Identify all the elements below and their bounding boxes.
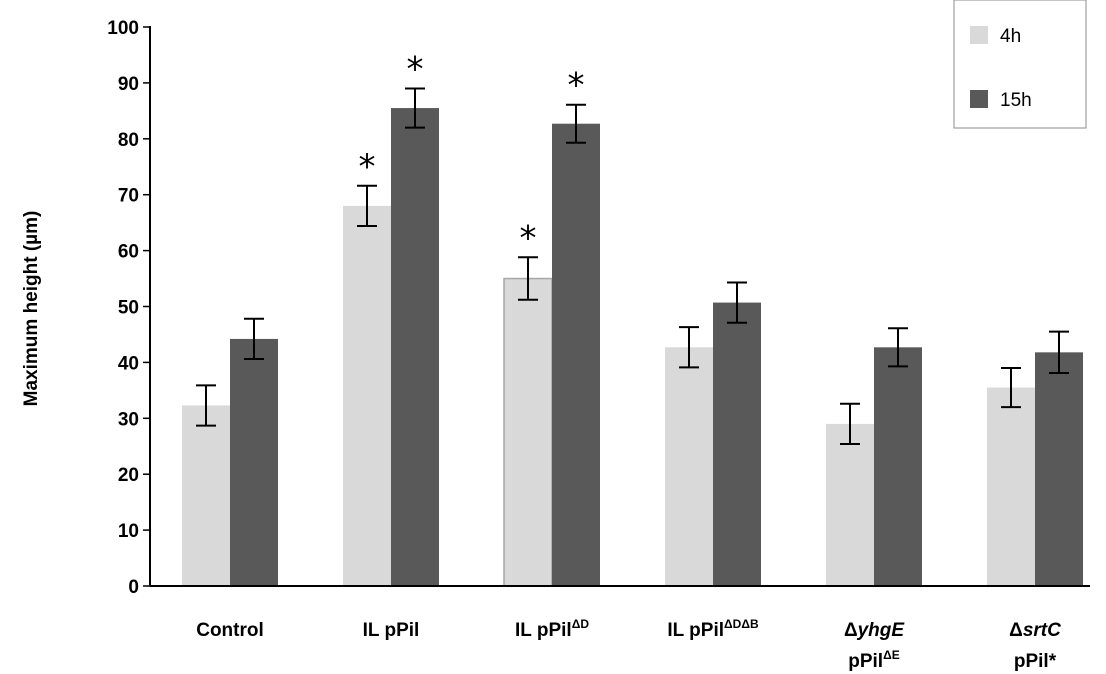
bar-4h-0	[182, 405, 230, 586]
y-tick-label: 30	[118, 409, 139, 430]
y-tick-label: 60	[118, 242, 139, 263]
y-tick-label: 100	[107, 18, 139, 39]
bars	[182, 108, 1083, 587]
y-tick-label: 80	[118, 130, 139, 151]
x-category-label-0: Control	[196, 620, 264, 641]
legend-label-4h: 4h	[1000, 26, 1021, 47]
y-tick-label: 10	[118, 521, 139, 542]
x-category-label-5: pPil*	[1014, 651, 1057, 672]
x-category-label-2: IL pPilΔD	[515, 617, 589, 641]
y-axis-ticks: 0 10 20 30 40 50 60 70 80 90 100	[107, 18, 150, 598]
bar-15h-5	[1035, 352, 1083, 586]
significance-star: *	[520, 218, 537, 258]
axes	[149, 26, 1090, 587]
bar-4h-5	[987, 387, 1035, 586]
bar-4h-4	[826, 423, 874, 586]
y-tick-label: 50	[118, 298, 139, 319]
x-category-label-3: IL pPilΔDΔB	[667, 617, 759, 641]
bar-15h-0	[230, 338, 278, 586]
bar-15h-3	[713, 302, 761, 586]
x-category-label-1: IL pPil	[363, 620, 420, 641]
legend-swatch-4h	[970, 26, 988, 44]
bar-4h-3	[665, 347, 713, 586]
y-tick-label: 70	[118, 186, 139, 207]
y-tick-label: 40	[118, 353, 139, 374]
bar-15h-4	[874, 347, 922, 586]
bar-15h-1	[391, 108, 439, 587]
x-category-label-4: ΔyhgE	[844, 620, 905, 641]
significance-markers: * * * *	[359, 49, 585, 258]
significance-star: *	[568, 66, 585, 106]
x-category-label-4: pPilΔE	[848, 648, 899, 672]
y-axis-label: Maximum height (µm)	[21, 211, 42, 407]
y-tick-label: 20	[118, 465, 139, 486]
y-tick-label: 90	[118, 74, 139, 95]
legend: 4h 15h	[953, 0, 1087, 129]
bar-4h-2	[503, 277, 553, 587]
legend-label-15h: 15h	[1000, 90, 1032, 111]
significance-star: *	[407, 49, 424, 89]
bar-15h-2	[552, 123, 600, 586]
x-axis-category-labels: Control IL pPil IL pPilΔD IL pPilΔDΔB ΔyhgE p…	[196, 617, 1061, 672]
legend-swatch-15h	[970, 90, 988, 108]
significance-star: *	[359, 147, 376, 187]
error-bars	[196, 87, 1069, 446]
bar-4h-1	[343, 205, 391, 586]
y-tick-label: 0	[128, 577, 139, 598]
x-category-label-5: ΔsrtC	[1009, 620, 1061, 641]
y-axis-title: Maximum height (µm)	[21, 211, 42, 407]
